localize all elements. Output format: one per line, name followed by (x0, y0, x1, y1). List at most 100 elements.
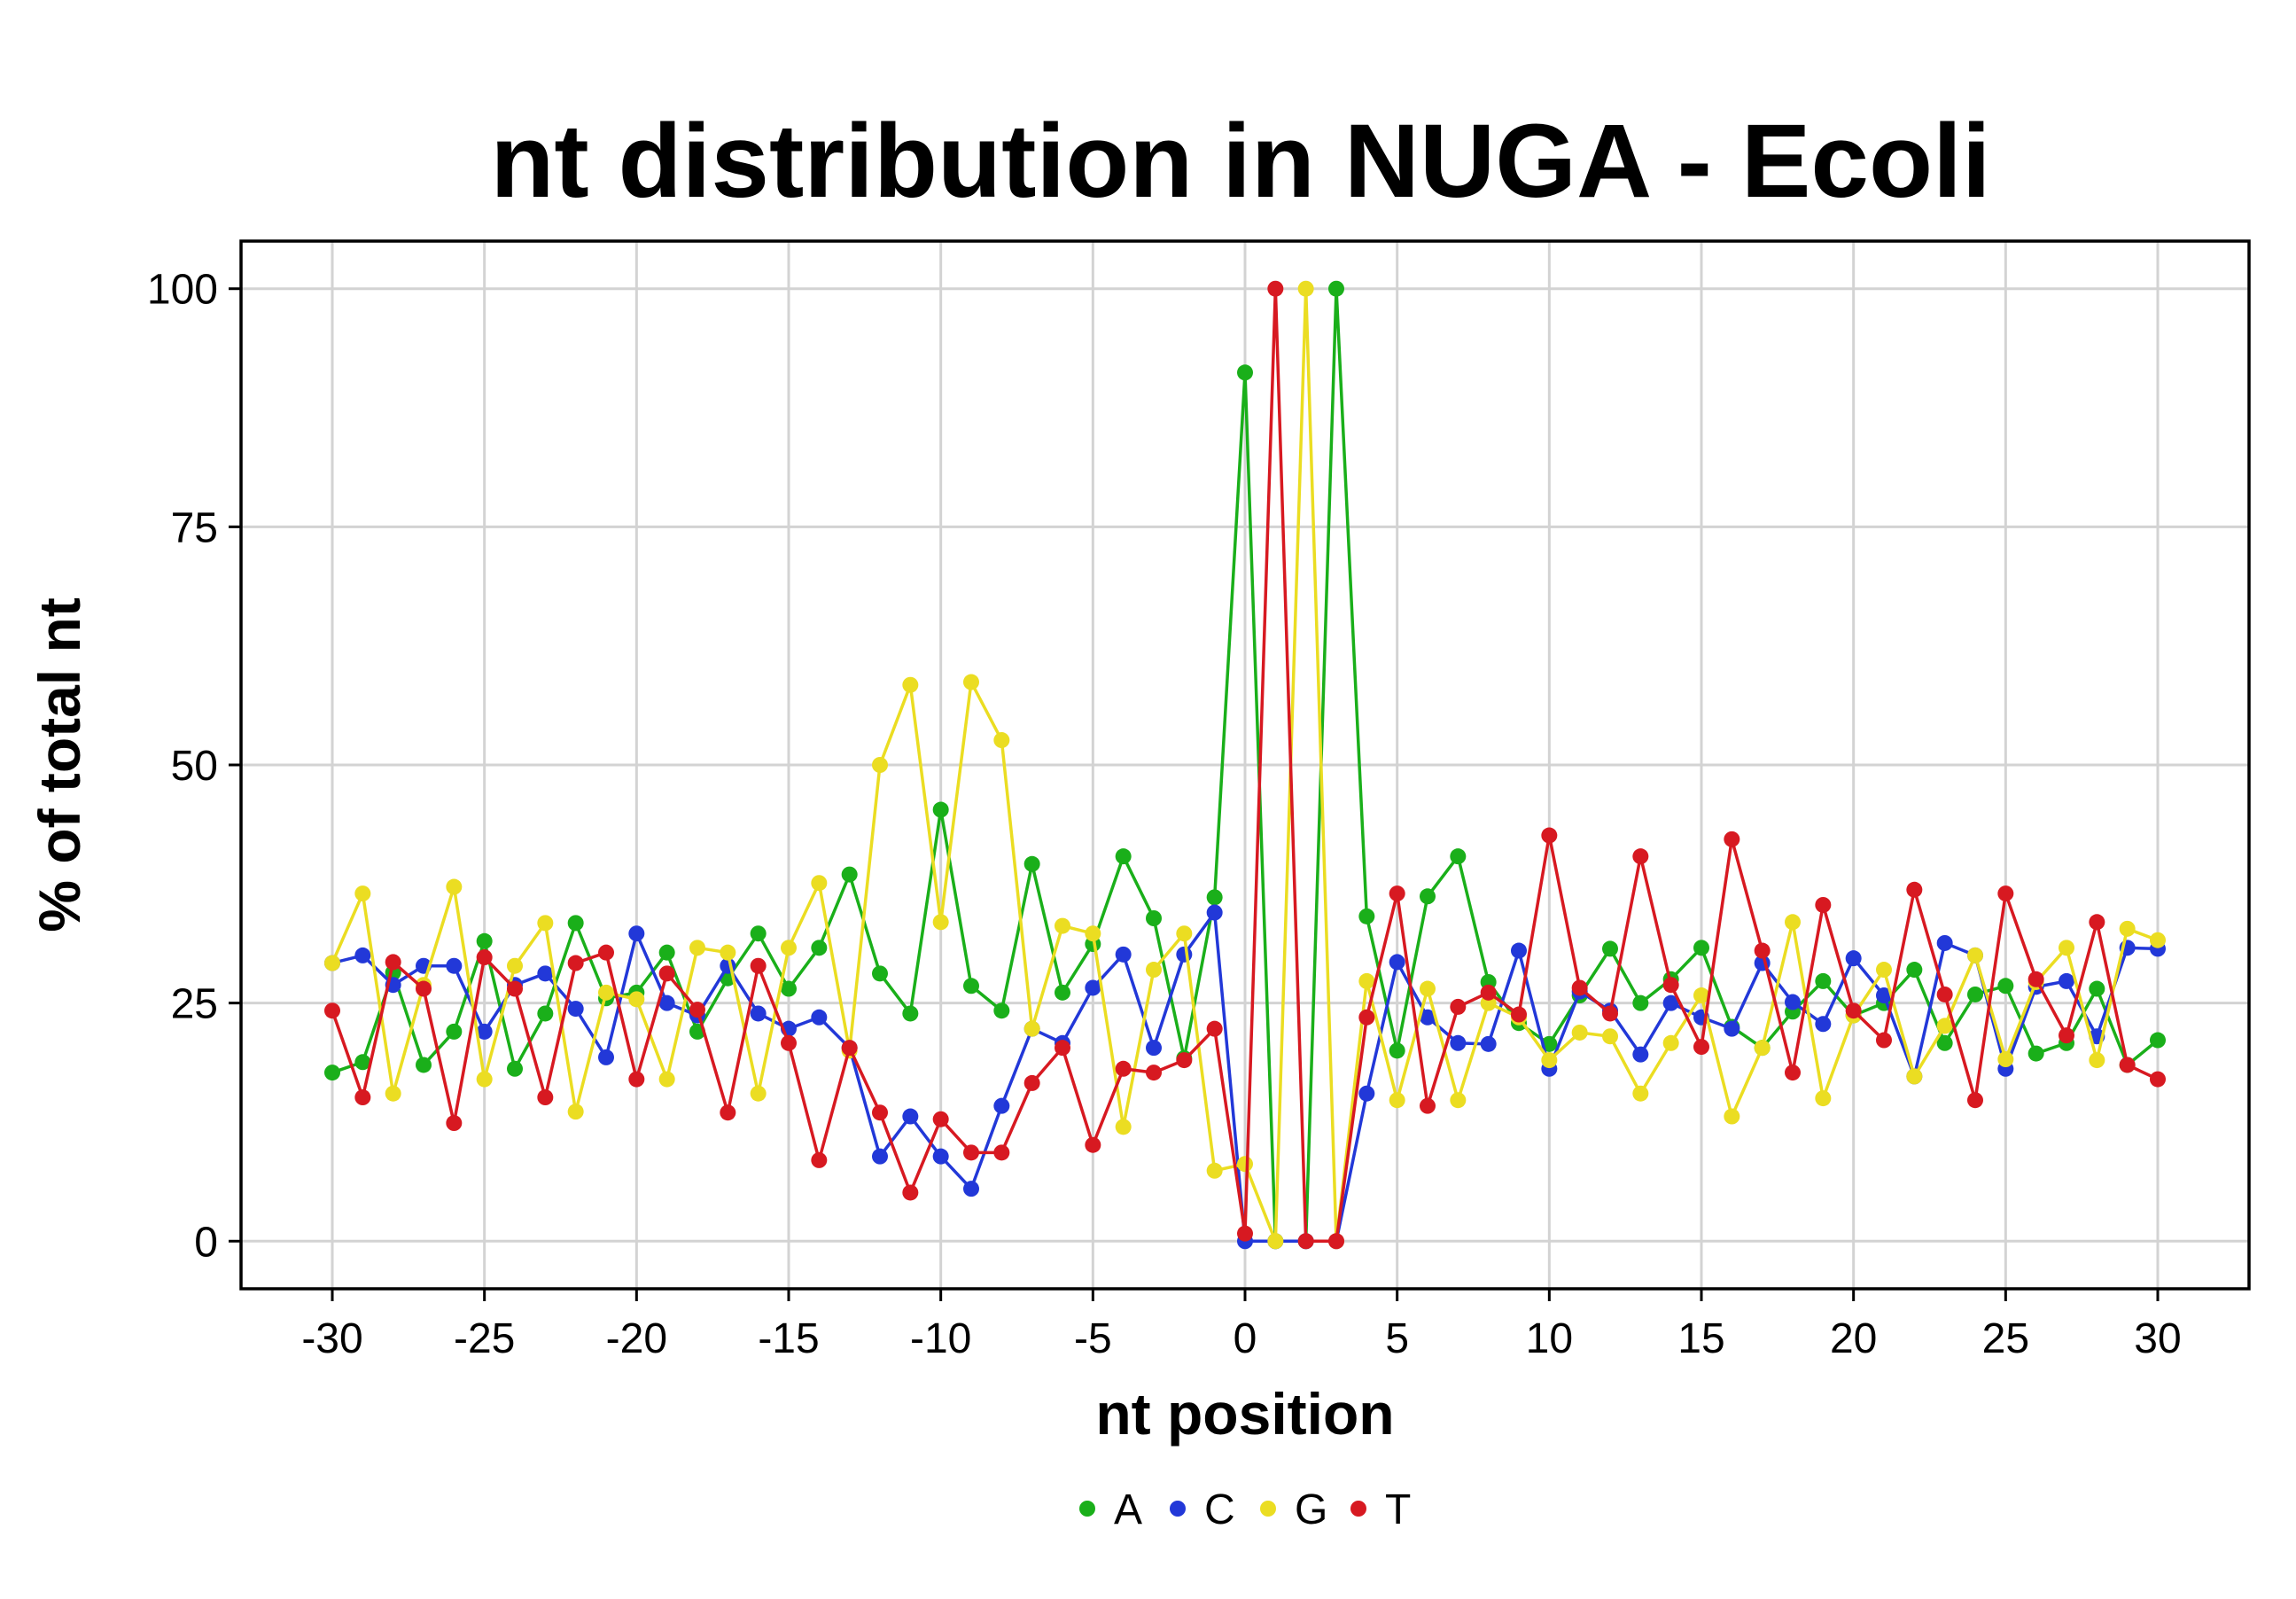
data-point-C (1085, 979, 1101, 996)
data-point-A (1389, 1042, 1405, 1059)
x-tick-label: 20 (1830, 1315, 1877, 1362)
data-point-G (385, 1085, 401, 1102)
data-point-A (1055, 984, 1070, 1001)
data-point-G (1906, 1068, 1923, 1085)
data-point-G (1662, 1034, 1679, 1051)
data-point-G (1997, 1051, 2014, 1068)
data-point-G (2089, 1052, 2105, 1069)
data-point-A (1693, 940, 1709, 956)
data-point-G (537, 915, 554, 932)
data-point-G (932, 914, 949, 931)
data-point-T (2150, 1071, 2166, 1088)
data-point-T (689, 1002, 705, 1018)
data-point-G (689, 940, 705, 956)
data-point-C (872, 1148, 888, 1165)
data-point-A (2027, 1045, 2044, 1062)
data-point-T (567, 955, 584, 971)
data-point-G (658, 1071, 675, 1088)
data-point-T (2119, 1057, 2136, 1073)
data-point-A (1967, 986, 1983, 1002)
data-point-C (1511, 942, 1527, 959)
chart-title: nt distribution in NUGA - Ecoli (490, 103, 1990, 220)
data-point-A (354, 1054, 371, 1071)
data-point-T (1602, 1005, 1618, 1022)
data-point-C (1632, 1046, 1649, 1063)
data-point-T (781, 1034, 797, 1051)
data-point-T (1146, 1065, 1162, 1081)
data-point-G (872, 757, 888, 773)
data-point-T (1328, 1233, 1344, 1250)
legend-marker (1260, 1501, 1276, 1517)
y-axis: 0 25 50 75 100 (147, 267, 241, 1266)
data-point-A (963, 978, 979, 994)
data-point-G (507, 957, 523, 974)
data-point-G (1237, 1156, 1253, 1173)
data-point-G (2150, 932, 2166, 948)
data-point-A (658, 944, 675, 961)
data-point-T (1297, 1233, 1314, 1250)
data-point-G (963, 674, 979, 690)
data-point-G (1571, 1024, 1588, 1041)
x-tick-label: -5 (1074, 1315, 1112, 1362)
data-point-T (1967, 1092, 1983, 1109)
data-point-T (1389, 885, 1405, 902)
data-point-A (1906, 962, 1923, 979)
data-point-A (2089, 980, 2105, 997)
y-tick-label: 0 (194, 1219, 218, 1266)
data-point-G (324, 955, 340, 971)
data-point-T (1724, 831, 1740, 847)
data-point-G (476, 1071, 493, 1088)
data-point-T (385, 954, 401, 971)
data-point-G (1023, 1020, 1040, 1037)
data-point-G (1115, 1119, 1132, 1135)
data-point-T (628, 1071, 645, 1088)
data-point-A (1420, 888, 1436, 905)
data-point-T (658, 965, 675, 982)
x-tick-label: 30 (2134, 1315, 2181, 1362)
data-point-T (993, 1144, 1010, 1161)
data-point-T (1267, 280, 1284, 297)
data-point-C (963, 1181, 979, 1197)
data-point-G (1267, 1233, 1284, 1250)
data-point-C (1176, 946, 1193, 963)
data-point-C (476, 1023, 493, 1040)
data-point-T (324, 1002, 340, 1019)
data-point-A (750, 925, 767, 942)
data-point-A (841, 866, 858, 883)
data-point-T (963, 1144, 979, 1161)
data-point-T (2059, 1027, 2074, 1044)
data-point-C (537, 965, 554, 982)
data-point-G (598, 984, 614, 1001)
data-point-T (446, 1115, 463, 1132)
data-point-T (1115, 1060, 1132, 1077)
x-tick-label: 0 (1234, 1315, 1257, 1362)
legend-label: A (1114, 1486, 1142, 1533)
x-axis: -30 -25 -20 -15 -10 -5 0 5 10 15 20 25 30 (301, 1289, 2182, 1362)
data-point-A (811, 940, 828, 956)
data-point-G (1085, 925, 1101, 942)
data-point-G (902, 676, 919, 693)
data-point-G (567, 1104, 584, 1120)
data-point-T (1632, 848, 1649, 865)
legend-marker (1079, 1501, 1095, 1517)
data-point-A (1815, 972, 1832, 989)
x-tick-label: 25 (1982, 1315, 2029, 1362)
data-point-G (720, 944, 736, 961)
legend-item-G: G (1260, 1486, 1327, 1533)
x-tick-label: 15 (1677, 1315, 1724, 1362)
data-point-G (1450, 1092, 1467, 1109)
data-point-G (1055, 917, 1070, 934)
x-tick-label: -15 (758, 1315, 819, 1362)
data-point-T (1023, 1074, 1040, 1091)
data-point-A (446, 1023, 463, 1040)
data-point-T (1055, 1040, 1070, 1057)
data-point-C (1815, 1016, 1832, 1033)
data-point-G (1176, 925, 1193, 942)
series-T (324, 280, 2166, 1250)
data-point-A (1997, 978, 2014, 994)
data-point-T (507, 980, 523, 997)
data-point-G (1693, 987, 1709, 1004)
data-point-T (2089, 914, 2105, 931)
data-point-C (628, 925, 645, 942)
